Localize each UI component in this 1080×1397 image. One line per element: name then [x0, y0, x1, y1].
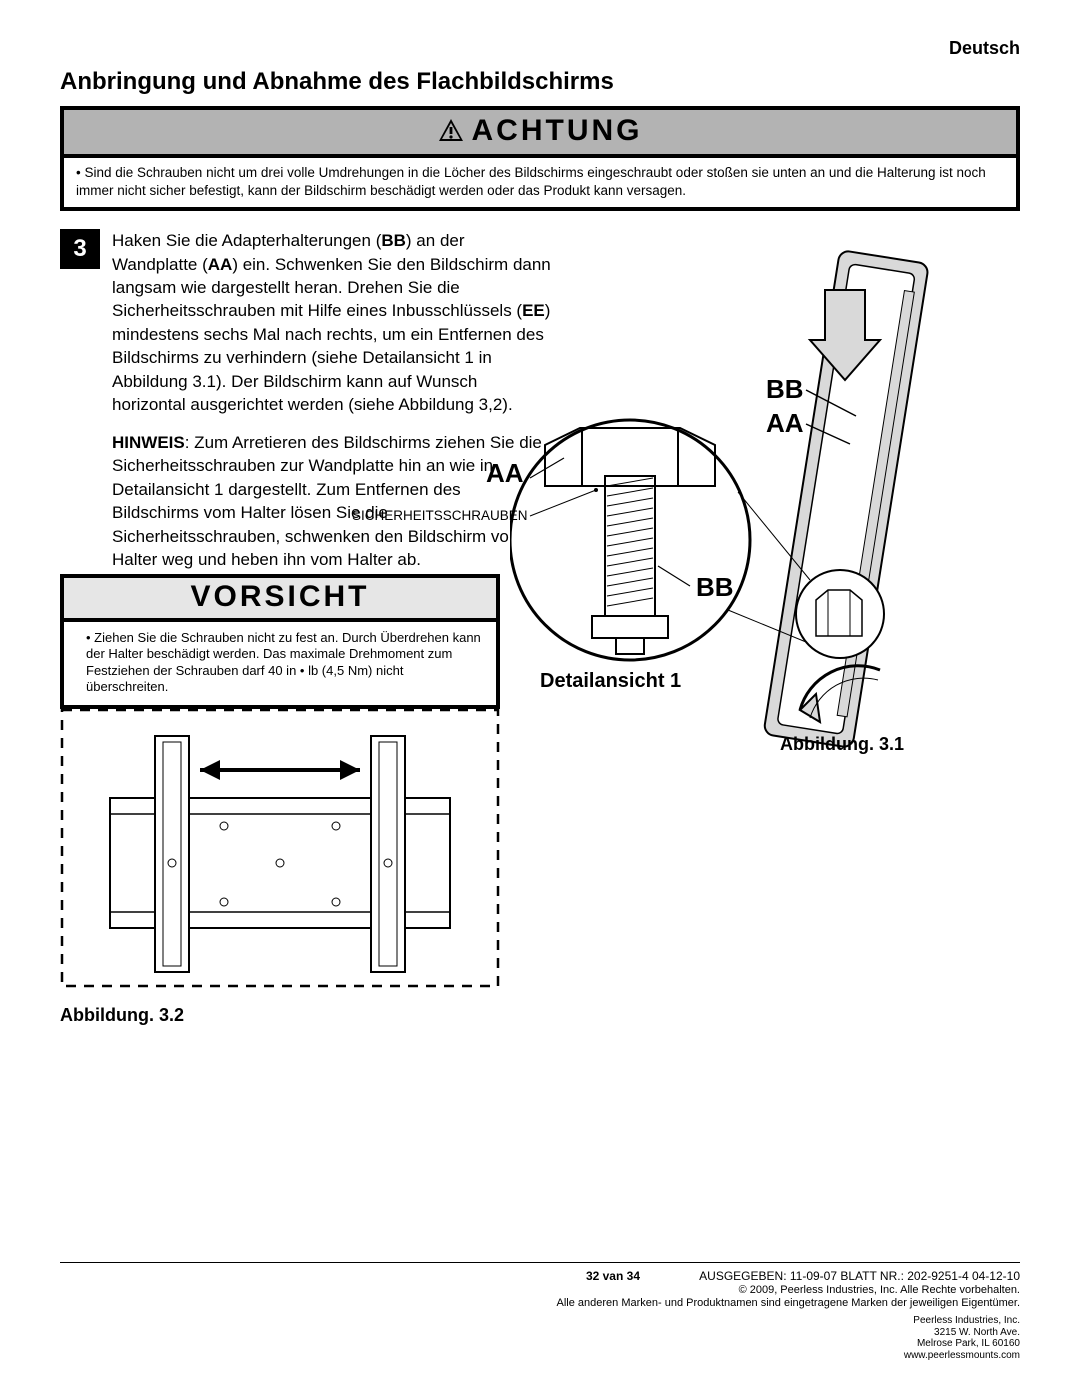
vorsicht-heading: VORSICHT	[64, 578, 496, 622]
vorsicht-box: VORSICHT • Ziehen Sie die Schrauben nich…	[60, 574, 500, 709]
label-bb-inner: BB	[696, 572, 734, 603]
footer-page-number: 32 van 34	[60, 1269, 640, 1283]
step-3-text: Haken Sie die Adapterhalterungen (BB) an…	[112, 229, 552, 585]
warning-icon	[438, 118, 464, 142]
achtung-heading: ACHTUNG	[472, 114, 643, 147]
diagram-area: SICHERHEITSSCHRAUBEN AA BB BB AA Detaila…	[510, 240, 1010, 780]
label-aa-right: AA	[766, 408, 804, 439]
label-bb-right: BB	[766, 374, 804, 405]
label-sicherheitsschrauben: SICHERHEITSSCHRAUBEN	[352, 508, 528, 523]
label-aa-left: AA	[486, 458, 524, 489]
figure-3-2: Abbildung. 3.2	[60, 708, 500, 1026]
footer-trademark: Alle anderen Marken- und Produktnamen si…	[60, 1297, 1020, 1309]
step-number-badge: 3	[60, 229, 100, 269]
step-3-para-1: Haken Sie die Adapterhalterungen (BB) an…	[112, 229, 552, 417]
achtung-box: ACHTUNG • Sind die Schrauben nicht um dr…	[60, 106, 1020, 211]
achtung-heading-bar: ACHTUNG	[64, 110, 1016, 158]
step-3-hinweis: HINWEIS: Zum Arretieren des Bildschirms …	[112, 431, 552, 572]
footer-issue-line: AUSGEGEBEN: 11-09-07 BLATT NR.: 202-9251…	[640, 1269, 1020, 1283]
footer-copyright: © 2009, Peerless Industries, Inc. Alle R…	[60, 1284, 1020, 1296]
footer-address: Peerless Industries, Inc. 3215 W. North …	[60, 1315, 1020, 1361]
detail-1-caption: Detailansicht 1	[540, 670, 681, 693]
figure-3-2-caption: Abbildung. 3.2	[60, 1005, 500, 1026]
figure-3-1-svg	[510, 240, 1010, 780]
achtung-body: • Sind die Schrauben nicht um drei volle…	[64, 158, 1016, 207]
page-title: Anbringung und Abnahme des Flachbildschi…	[60, 68, 1020, 96]
vorsicht-body: • Ziehen Sie die Schrauben nicht zu fest…	[64, 622, 496, 705]
figure-3-2-svg	[60, 708, 500, 988]
figure-3-1-caption: Abbildung. 3.1	[780, 734, 904, 755]
page-footer: 32 van 34 AUSGEGEBEN: 11-09-07 BLATT NR.…	[60, 1262, 1020, 1361]
language-tag: Deutsch	[949, 38, 1020, 59]
